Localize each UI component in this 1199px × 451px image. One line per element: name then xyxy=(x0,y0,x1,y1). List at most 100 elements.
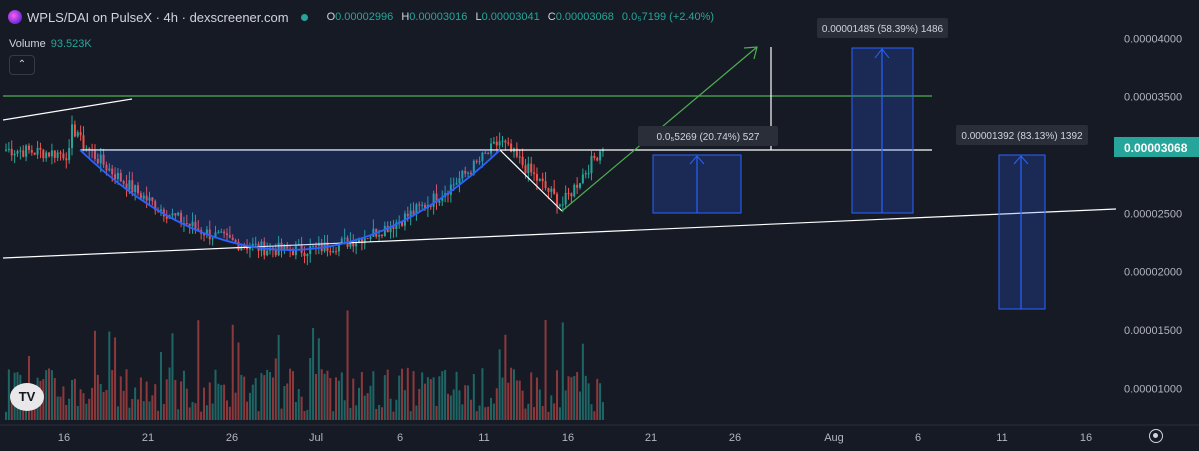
volume-bar xyxy=(378,405,381,420)
volume-bar xyxy=(203,387,206,420)
volume-bar xyxy=(395,399,398,420)
candle xyxy=(395,219,398,238)
candle xyxy=(79,125,82,141)
volume-bar xyxy=(455,371,458,420)
candle xyxy=(154,199,157,215)
volume-bar xyxy=(346,310,349,420)
candle xyxy=(556,191,559,214)
volume-bar xyxy=(68,398,71,420)
volume-bar xyxy=(570,377,573,420)
candle xyxy=(558,203,561,208)
candle xyxy=(211,237,214,246)
volume-bar xyxy=(122,390,125,420)
candle xyxy=(93,144,96,162)
volume-bar xyxy=(593,411,596,420)
volume-bar xyxy=(174,380,177,420)
volume-bar xyxy=(498,349,501,420)
volume-bar xyxy=(10,393,13,420)
volume-bar xyxy=(119,376,122,420)
candle xyxy=(188,223,191,234)
volume-bar xyxy=(108,331,111,420)
volume-bar xyxy=(372,371,375,420)
candle xyxy=(177,211,180,217)
candle xyxy=(455,177,458,185)
volume-bar xyxy=(323,373,326,420)
candle xyxy=(280,238,283,258)
candle xyxy=(415,202,418,221)
volume-bar xyxy=(527,403,530,420)
volume-bar xyxy=(556,370,559,420)
volume-bar xyxy=(5,411,7,420)
volume-bar xyxy=(490,397,493,420)
measure-label: 0.0₅5269 (20.74%) 527 xyxy=(638,126,778,146)
volume-bar xyxy=(177,409,180,420)
candle xyxy=(449,177,452,203)
settings-gear-icon[interactable] xyxy=(1149,429,1163,443)
volume-bar xyxy=(131,398,134,420)
volume-bar xyxy=(180,381,183,420)
volume-bar xyxy=(205,405,208,420)
candle xyxy=(88,147,91,159)
volume-bar xyxy=(309,357,312,420)
volume-bar xyxy=(246,401,249,420)
volume-bar xyxy=(148,401,151,420)
volume-bar xyxy=(234,392,237,420)
candle xyxy=(7,141,10,153)
candle xyxy=(48,152,51,158)
volume-bar xyxy=(271,377,274,420)
volume-bar xyxy=(91,387,94,420)
volume-bar xyxy=(475,411,478,420)
candle xyxy=(217,229,220,234)
candle xyxy=(458,171,461,193)
candle xyxy=(96,153,99,165)
candle xyxy=(564,185,567,209)
volume-bar xyxy=(461,404,464,420)
candle xyxy=(292,247,294,256)
volume-bar xyxy=(225,400,228,420)
candle xyxy=(363,230,366,250)
x-tick-label: 16 xyxy=(1080,432,1092,444)
candle xyxy=(223,229,226,238)
candle xyxy=(185,214,188,226)
volume-bar xyxy=(561,322,564,420)
volume-bar xyxy=(237,342,240,420)
candle xyxy=(412,202,415,217)
candle xyxy=(475,159,478,165)
volume-bar xyxy=(76,405,79,420)
volume-bar xyxy=(438,376,441,420)
candle xyxy=(541,172,544,191)
volume-bar xyxy=(446,393,449,420)
volume-bar xyxy=(567,376,570,420)
volume-bar xyxy=(137,399,140,420)
volume-bar xyxy=(584,375,587,420)
volume-bar xyxy=(286,383,289,420)
candle xyxy=(512,147,515,158)
volume-bar xyxy=(211,403,214,420)
y-tick-label: 0.00001000 xyxy=(1124,383,1182,395)
volume-bar xyxy=(553,403,556,420)
x-tick-label: 11 xyxy=(478,432,489,444)
volume-bar xyxy=(329,378,332,420)
chart-header: WPLS/DAI on PulseX · 4h · dexscreener.co… xyxy=(8,8,714,26)
candle xyxy=(62,149,65,161)
svg-text:0.0₅5269 (20.74%) 527: 0.0₅5269 (20.74%) 527 xyxy=(657,132,760,143)
volume-bar xyxy=(343,400,346,420)
candle xyxy=(478,156,481,165)
volume-bar xyxy=(157,410,160,420)
candle xyxy=(231,234,234,241)
measure-labels: 0.0₅5269 (20.74%) 527 0.00001485 (58.39%)… xyxy=(638,18,1088,146)
volume-bar xyxy=(248,392,251,420)
volume-bar xyxy=(507,382,510,420)
x-tick-label: 11 xyxy=(996,432,1007,444)
volume-bar xyxy=(547,411,550,420)
candle xyxy=(392,219,395,238)
volume-bar xyxy=(349,407,352,420)
drawings xyxy=(2,46,1117,310)
y-tick-label: 0.00001500 xyxy=(1124,325,1182,337)
volume-bar xyxy=(538,389,541,420)
collapse-legend-button[interactable]: ⌃ xyxy=(9,55,35,75)
chart-title[interactable]: WPLS/DAI on PulseX · 4h · dexscreener.co… xyxy=(27,9,289,25)
volume-bar xyxy=(254,378,257,420)
volume-bar xyxy=(424,383,427,420)
